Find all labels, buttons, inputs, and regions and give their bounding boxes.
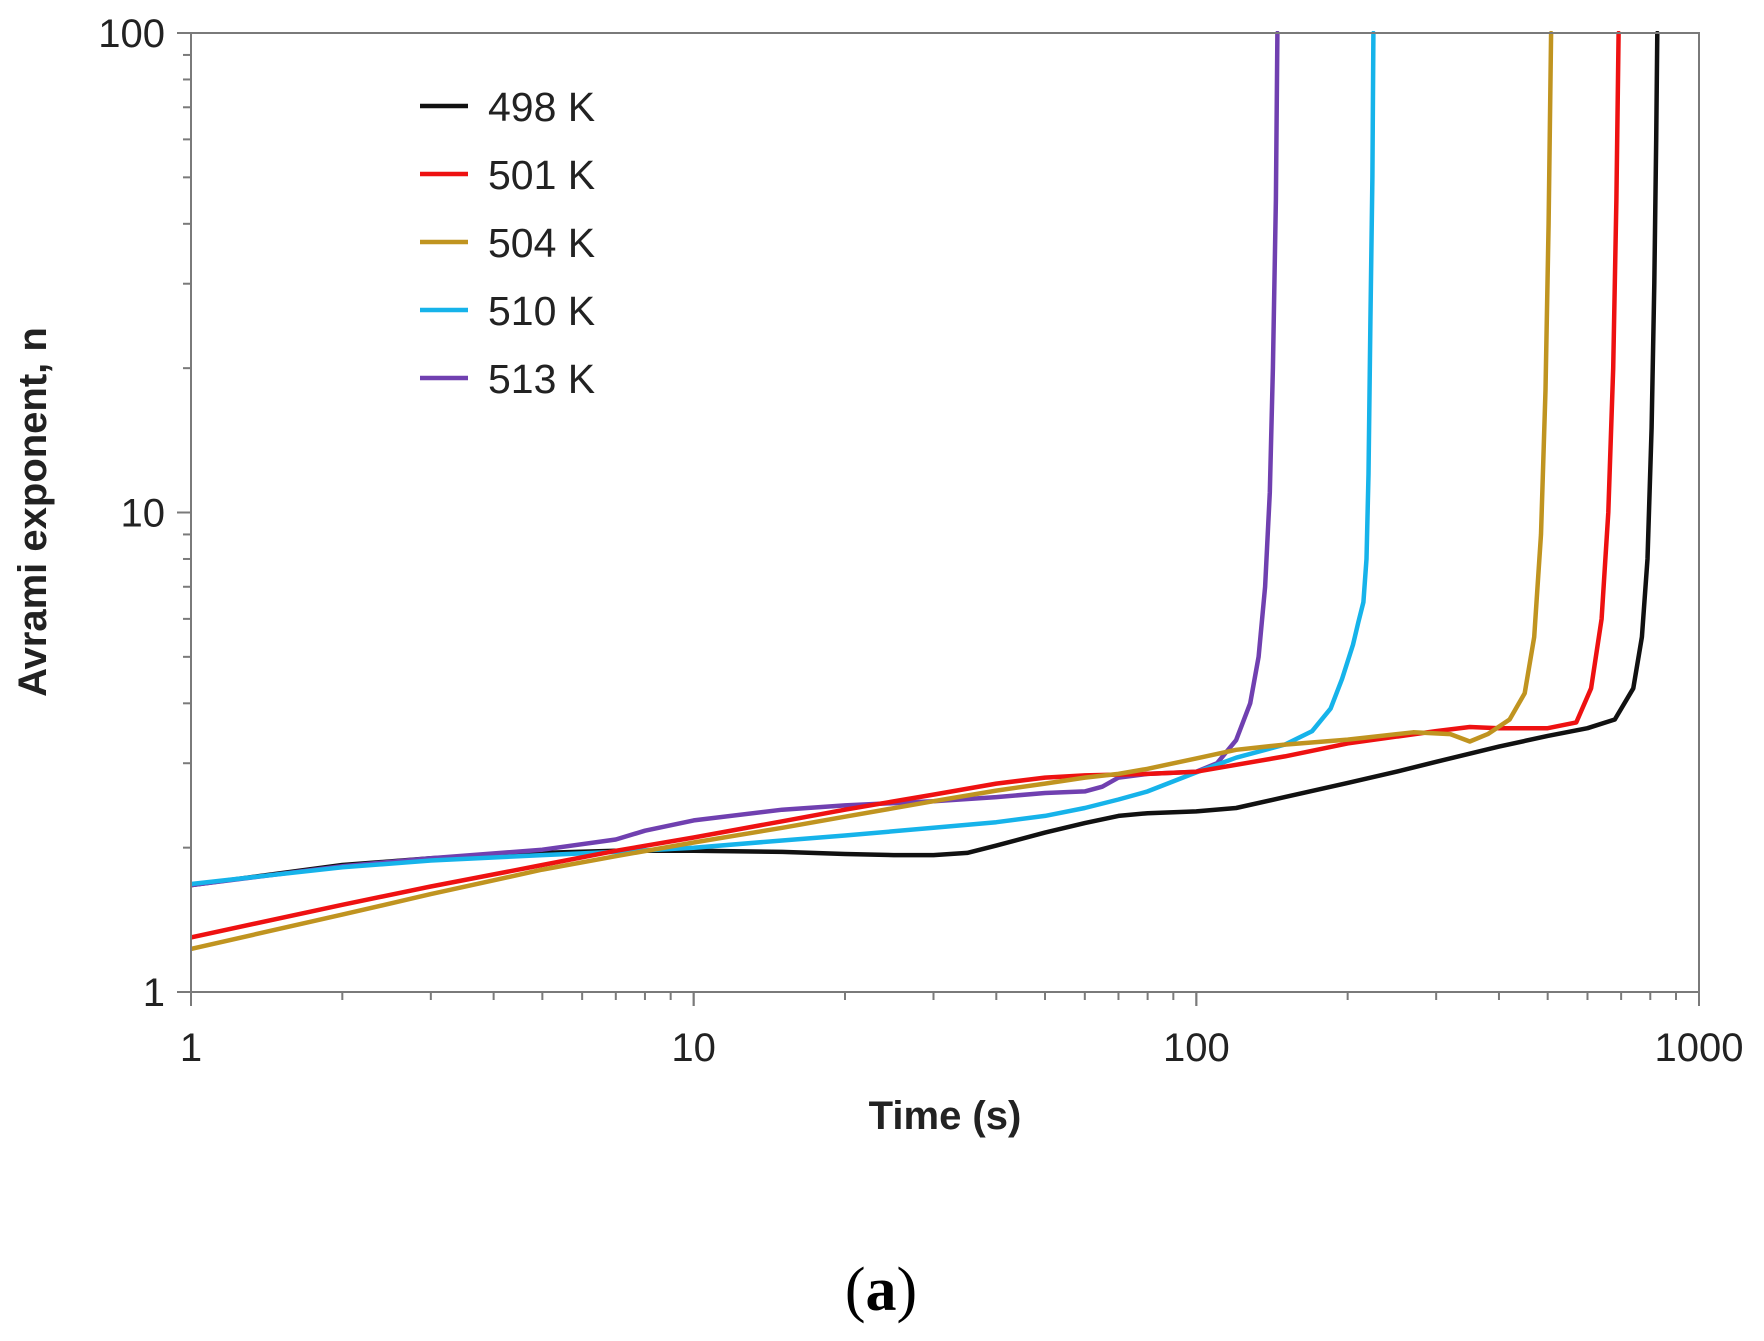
x-axis-title: Time (s) [869,1094,1022,1138]
series-layer [191,31,1660,952]
legend: 498 K 501 K 504 K 510 K 513 K [420,84,595,402]
y-axis-title: Avrami exponent, n [11,327,55,697]
legend-label: 498 K [488,84,595,130]
plot-area-frame [190,32,1700,993]
legend-label: 504 K [488,220,595,266]
series-group [191,31,1660,952]
x-tick-label: 100 [1163,1026,1230,1070]
panel-label-open-paren: ( [845,1256,866,1324]
series-line-501k [191,31,1621,940]
legend-label: 510 K [488,288,595,334]
x-tick-label: 1 [180,1026,202,1070]
panel-label-close-paren: ) [897,1256,918,1324]
y-tick-label: 1 [143,971,165,1015]
y-tick-label: 100 [98,12,165,56]
y-axis-ticks [177,32,191,993]
y-tick-label: 10 [121,492,166,536]
x-tick-label: 1000 [1655,1026,1744,1070]
x-tick-label: 10 [671,1026,716,1070]
series-line-498k [191,31,1660,888]
series-line-513k [191,31,1280,888]
x-axis-tick-labels: 1 10 100 1000 [180,1026,1744,1070]
y-axis-tick-labels: 1 10 100 [98,12,165,1015]
panel-label: (a) [845,1256,917,1324]
x-axis-ticks [190,992,1700,1006]
legend-label: 501 K [488,152,595,198]
legend-label: 513 K [488,356,595,402]
series-line-504k [191,31,1554,952]
panel-label-letter: a [866,1256,897,1324]
